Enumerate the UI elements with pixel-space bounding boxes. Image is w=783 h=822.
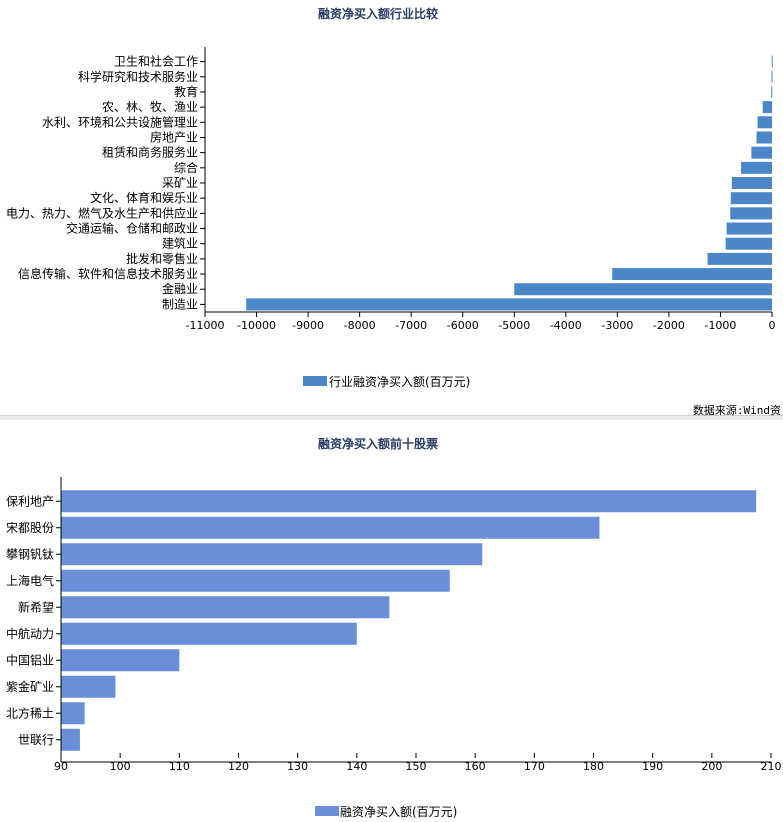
bar-电力、热力、燃气及水生产和供应业 [730,207,772,220]
category-label: 中国铝业 [6,652,54,667]
bar-中航动力 [61,622,357,645]
bar-中国铝业 [61,649,180,672]
top-stocks-net-buy-chart: 融资净买入额前十股票 保利地产宋都股份攀钢钒钛上海电气新希望中航动力中国铝业紫金… [6,436,782,819]
bar-房地产业 [756,131,772,144]
category-label: 建筑业 [162,236,198,251]
x-tick-label: -9000 [292,319,324,332]
category-label: 房地产业 [150,129,198,144]
legend-label: 行业融资净买入额(百万元) [329,375,470,388]
x-tick-label: 120 [228,760,249,773]
x-tick-label: 90 [54,760,68,773]
bar-文化、体育和娱乐业 [730,192,772,205]
bar-科学研究和技术服务业 [771,70,773,83]
source-text: 数据来源:Wind资 [693,403,781,417]
category-label: 电力、热力、燃气及水生产和供应业 [6,205,198,220]
x-tick-label: 170 [524,760,545,773]
bar-批发和零售业 [707,252,772,265]
bar-采矿业 [731,177,772,189]
industry-net-buy-chart: 融资净买入额行业比较 卫生和社会工作科学研究和技术服务业教育农、林、牧、渔业水利… [6,6,776,388]
bar-世联行 [61,728,80,751]
category-label: 保利地产 [6,494,54,508]
category-label: 信息传输、软件和信息技术服务业 [18,266,198,281]
category-label: 紫金矿业 [6,679,54,694]
category-labels: 卫生和社会工作科学研究和技术服务业教育农、林、牧、渔业水利、环境和公共设施管理业… [6,54,205,311]
x-tick-label: 200 [701,760,722,773]
x-tick-label: 210 [761,760,782,773]
x-tick-label: -3000 [601,319,633,332]
x-tick-label: -2000 [653,319,685,332]
x-tick-label: -7000 [395,319,427,332]
bar-农、林、牧、渔业 [762,101,772,114]
category-label: 中航动力 [6,626,54,641]
source-note: 数据来源:Wind资 [693,403,781,417]
x-tick-label: -6000 [447,319,479,332]
bar-交通运输、仓储和邮政业 [726,222,772,235]
x-tick-label: 150 [406,760,427,773]
category-label: 水利、环境和公共设施管理业 [42,114,198,129]
category-label: 上海电气 [6,573,54,588]
bar-group [61,490,757,751]
bar-综合 [741,161,772,174]
x-tick-label: 160 [465,760,486,773]
category-label: 金融业 [162,281,198,296]
x-tick-label: 110 [169,760,190,773]
x-tick-label: 100 [110,760,131,773]
bar-租赁和商务服务业 [751,146,772,159]
bar-制造业 [246,298,773,311]
category-label: 农、林、牧、渔业 [102,100,198,114]
bar-教育 [771,85,773,98]
section-divider [0,415,783,420]
bar-宋都股份 [61,516,600,539]
category-label: 教育 [174,84,198,99]
legend-swatch [303,376,327,386]
legend-swatch [315,806,339,816]
category-label: 采矿业 [162,176,198,190]
category-label: 租赁和商务服务业 [102,145,198,160]
x-tick-label: -4000 [550,319,582,332]
x-tick-label: -11000 [186,319,225,332]
x-axis-ticks: -11000 -10000 -9000 -8000 -7000 -6000 -5000 -40… [186,312,776,332]
bar-金融业 [514,283,772,296]
bar-保利地产 [61,490,757,513]
x-tick-label: 0 [769,319,776,332]
category-label: 综合 [174,160,198,175]
bar-上海电气 [61,569,450,592]
category-label: 交通运输、仓储和邮政业 [66,221,198,236]
category-label: 宋都股份 [6,520,54,535]
category-label: 北方稀土 [6,705,54,720]
category-label: 卫生和社会工作 [114,54,198,69]
x-tick-label: 180 [583,760,604,773]
legend-label: 融资净买入额(百万元) [340,805,457,819]
category-label: 文化、体育和娱乐业 [90,190,198,205]
x-tick-label: 190 [642,760,663,773]
category-label: 攀钢钒钛 [6,546,54,561]
bar-紫金矿业 [61,675,116,698]
x-tick-label: -10000 [237,319,276,332]
bar-攀钢钒钛 [61,543,483,566]
x-tick-label: 130 [287,760,308,773]
x-tick-label: -1000 [704,319,736,332]
x-tick-label: -5000 [498,319,530,332]
bar-新希望 [61,596,390,619]
category-label: 科学研究和技术服务业 [78,69,198,84]
x-tick-label: 140 [346,760,367,773]
x-axis-ticks: 90 100 110 120 130 140 150 160 170 180 190 200 210 [54,753,782,773]
category-label: 新希望 [18,599,54,614]
bar-信息传输、软件和信息技术服务业 [612,268,772,281]
category-label: 制造业 [162,297,198,311]
bar-北方稀土 [61,702,85,725]
chart-title: 融资净买入额前十股票 [318,436,438,451]
bar-卫生和社会工作 [771,55,773,68]
bar-水利、环境和公共设施管理业 [757,116,772,129]
category-label: 批发和零售业 [126,251,198,266]
bar-group [246,55,773,311]
bar-建筑业 [725,237,772,250]
x-tick-label: -8000 [344,319,376,332]
chart-title: 融资净买入额行业比较 [318,6,438,21]
category-label: 世联行 [18,733,54,747]
